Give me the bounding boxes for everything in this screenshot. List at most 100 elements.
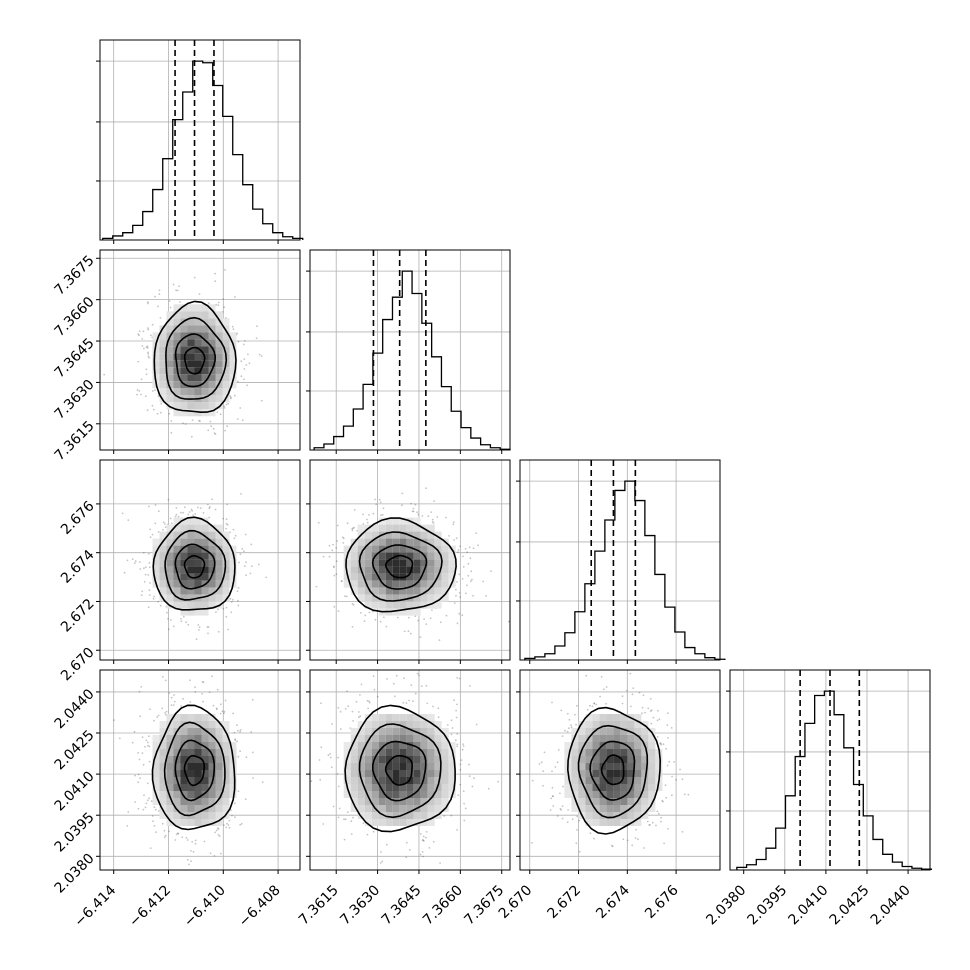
sample-point [374, 618, 377, 621]
sample-point [426, 702, 429, 705]
density-cell [222, 784, 230, 791]
sample-point [258, 353, 261, 356]
density-cell [194, 367, 202, 375]
density-cell [215, 749, 223, 756]
sample-point [167, 498, 170, 501]
density-cell [434, 594, 442, 602]
sample-point [233, 394, 236, 397]
sample-point [472, 547, 475, 550]
sample-point [158, 289, 161, 292]
density-cell [166, 374, 174, 382]
density-cell [564, 791, 572, 798]
density-cell [173, 538, 181, 546]
sample-point [422, 839, 424, 842]
density-cell [194, 756, 202, 763]
sample-point [201, 680, 204, 683]
density-cell [427, 742, 435, 749]
sample-point [448, 535, 450, 537]
sample-point [417, 513, 420, 516]
density-cell [399, 805, 407, 812]
sample-point [216, 411, 219, 414]
sample-point [322, 555, 325, 558]
density-cell [208, 770, 216, 777]
sample-point [381, 513, 384, 516]
density-cell [166, 346, 174, 354]
sample-point [445, 516, 447, 519]
density-cell [427, 601, 435, 609]
density-cell [571, 798, 579, 805]
density-cell [413, 566, 421, 574]
sample-point [462, 790, 465, 792]
sample-point [380, 514, 382, 517]
sample-point [649, 710, 652, 712]
density-cell [201, 360, 209, 368]
sample-point [233, 731, 236, 734]
sample-point [332, 566, 335, 569]
sample-point [146, 345, 149, 348]
density-cell [620, 819, 628, 826]
sample-point [635, 828, 637, 831]
sample-point [337, 785, 340, 788]
density-cell [627, 812, 635, 819]
density-cell [229, 360, 237, 368]
sample-point [570, 724, 572, 727]
density-cell [427, 552, 435, 560]
density-cell [187, 819, 195, 826]
sample-point [157, 395, 160, 398]
density-cell [208, 332, 216, 340]
sample-point [497, 780, 499, 783]
density-cell [187, 531, 195, 539]
density-cell [215, 395, 223, 403]
density-cell [208, 381, 216, 389]
density-cell [215, 594, 223, 602]
density-cell [448, 770, 456, 777]
density-cell [427, 812, 435, 819]
sample-point [243, 340, 246, 342]
sample-point [198, 629, 200, 631]
sample-point [217, 301, 220, 304]
density-cell [413, 587, 421, 595]
density-cell [201, 594, 209, 602]
sample-point [457, 794, 460, 797]
sample-point [260, 355, 263, 357]
sample-point [191, 841, 194, 843]
sample-point [356, 529, 359, 532]
density-cell [434, 791, 442, 798]
sample-point [422, 855, 424, 858]
density-cell [350, 749, 358, 756]
sample-point [243, 550, 245, 553]
density-cell [357, 552, 365, 560]
sample-point [197, 506, 199, 509]
density-cell [420, 735, 428, 742]
density-cell [392, 770, 400, 777]
density-cell [201, 735, 209, 742]
density-cell [364, 531, 372, 539]
sample-point [550, 797, 553, 800]
sample-point [531, 842, 533, 844]
sample-point [456, 733, 459, 735]
density-cell [152, 566, 160, 574]
density-cell [215, 763, 223, 770]
density-cell [378, 559, 386, 567]
density-cell [634, 791, 642, 798]
density-cell [215, 587, 223, 595]
density-cell [578, 763, 586, 770]
density-cell [159, 531, 167, 539]
density-cell [606, 798, 614, 805]
density-cell [392, 714, 400, 721]
sample-point [681, 778, 684, 781]
density-cell [173, 381, 181, 389]
contour-level [174, 333, 217, 388]
sample-point [141, 338, 144, 340]
density-cell [441, 749, 449, 756]
density-cell [606, 812, 614, 819]
contour-level [163, 721, 226, 817]
sample-point [611, 844, 613, 847]
sample-point [179, 301, 181, 303]
density-cell [399, 714, 407, 721]
density-cell [201, 304, 209, 312]
density-cell [364, 777, 372, 784]
density-cell [378, 552, 386, 560]
density-cell [222, 346, 230, 354]
density-cell [215, 531, 223, 539]
